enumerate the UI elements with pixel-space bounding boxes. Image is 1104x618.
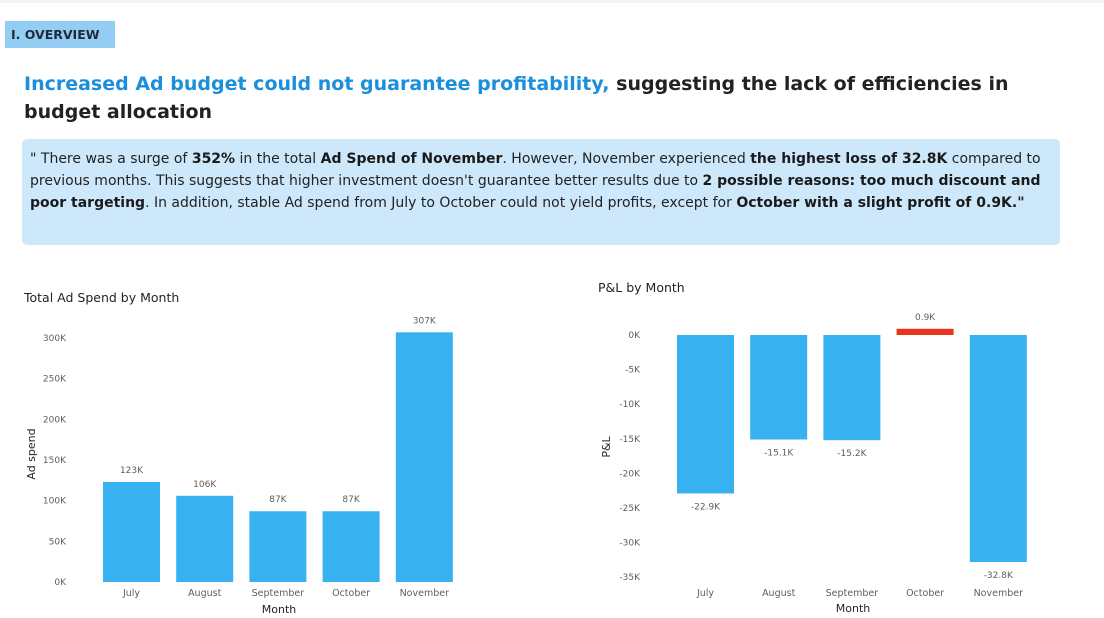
x-tick-label: October	[906, 588, 944, 599]
bar-august	[176, 495, 234, 582]
bar-july	[677, 335, 734, 494]
data-label: 106K	[193, 480, 217, 490]
chart-title: Total Ad Spend by Month	[23, 290, 179, 305]
callout-bold-4: 2 possible reasons: too much discount an…	[30, 173, 1041, 211]
y-tick-label: 100K	[43, 497, 67, 507]
bar-october	[322, 511, 380, 582]
bar-november	[395, 332, 453, 582]
callout-text-1: " There was a surge of	[30, 151, 192, 167]
bar-september	[249, 511, 307, 582]
callout-text-2: in the total	[235, 151, 321, 167]
y-tick-label: -5K	[625, 366, 641, 376]
bar-september	[823, 335, 881, 441]
headline-highlight: Increased Ad budget could not guarantee …	[24, 73, 610, 95]
data-label: 123K	[120, 466, 144, 476]
y-tick-label: 0K	[628, 331, 641, 341]
x-tick-label: July	[122, 588, 140, 599]
x-tick-label: November	[400, 588, 450, 599]
y-tick-label: 0K	[54, 578, 67, 588]
data-label: 87K	[269, 495, 287, 505]
y-tick-label: -25K	[619, 504, 641, 514]
x-tick-label: August	[188, 588, 222, 599]
y-tick-label: -30K	[619, 539, 641, 549]
section-tag: I. OVERVIEW	[5, 21, 115, 48]
data-label: 87K	[342, 495, 360, 505]
y-tick-label: -35K	[619, 573, 641, 583]
y-axis-label: Ad spend	[25, 428, 38, 479]
x-axis-label: Month	[836, 602, 871, 615]
data-label: -15.2K	[837, 449, 867, 459]
callout-bold-3: the highest loss of 32.8K	[750, 151, 948, 167]
headline-rest: suggesting the lack of efficiencies in b…	[24, 73, 1009, 123]
callout-bold-2: Ad Spend of November	[320, 151, 503, 167]
x-tick-label: September	[826, 588, 879, 599]
y-tick-label: 50K	[49, 537, 67, 547]
bar-november	[969, 335, 1027, 562]
data-label: -22.9K	[691, 502, 721, 512]
x-axis-label: Month	[262, 603, 297, 616]
callout-bold-1: 352%	[191, 151, 236, 167]
x-tick-label: August	[762, 588, 796, 599]
bar-august	[750, 335, 808, 440]
x-tick-label: November	[974, 588, 1024, 599]
data-label: -15.1K	[764, 448, 794, 458]
bar-july	[103, 481, 160, 582]
callout-text-3: . However, November experienced	[502, 151, 751, 167]
y-tick-label: 150K	[43, 456, 67, 466]
bar-october	[896, 328, 954, 335]
x-tick-label: September	[252, 588, 305, 599]
x-tick-label: October	[332, 588, 370, 599]
ad-spend-chart: Total Ad Spend by Month Ad spend Month 0K 50…	[23, 290, 453, 616]
chart-title: P&L by Month	[598, 280, 685, 295]
y-tick-label: 250K	[43, 375, 67, 385]
top-divider	[0, 0, 1104, 3]
headline: Increased Ad budget could not guarantee …	[24, 70, 1034, 126]
callout-bold-5: October with a slight profit of 0.9K."	[736, 195, 1025, 211]
callout-text-4: compared to previous months. This sugges…	[30, 151, 1041, 189]
y-tick-label: -15K	[619, 435, 641, 445]
y-axis-label: P&L	[600, 435, 613, 457]
y-tick-label: -10K	[619, 400, 641, 410]
insight-callout: " There was a surge of 352% in the total…	[22, 139, 1060, 245]
pl-chart: P&L by Month P&L Month 0K -5K -10K -15K -20K -25…	[598, 280, 1027, 615]
y-tick-label: 300K	[43, 334, 67, 344]
data-label: 307K	[413, 316, 437, 326]
callout-text-5: . In addition, stable Ad spend from July…	[145, 195, 737, 211]
y-tick-label: -20K	[619, 469, 641, 479]
y-tick-label: 200K	[43, 415, 67, 425]
data-label: 0.9K	[915, 313, 936, 323]
x-tick-label: July	[696, 588, 714, 599]
data-label: -32.8K	[984, 571, 1014, 581]
